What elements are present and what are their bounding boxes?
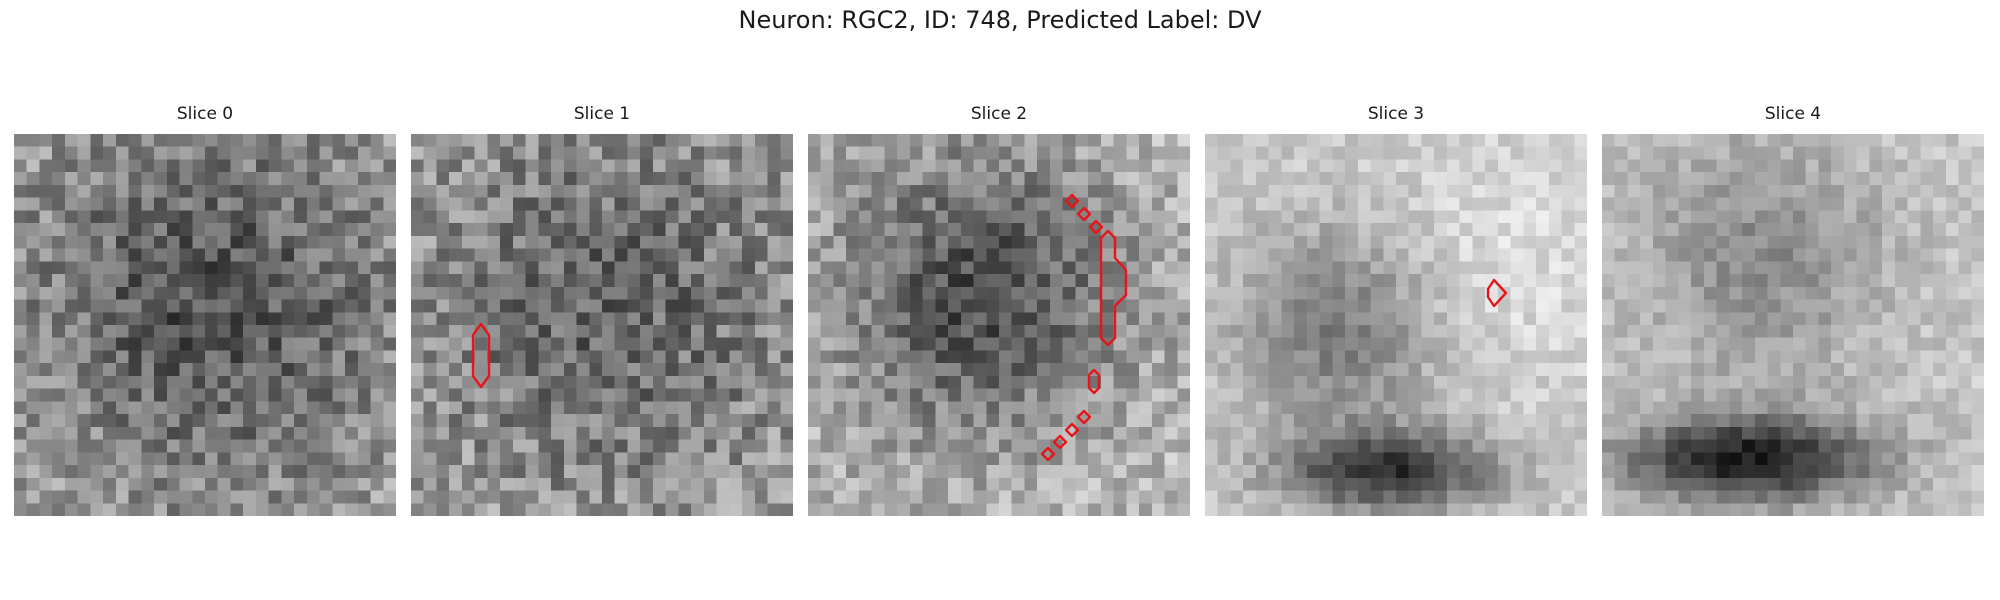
contour-region bbox=[1088, 219, 1104, 235]
contour-region bbox=[471, 322, 491, 389]
contour-region bbox=[1052, 434, 1068, 450]
figure-title: Neuron: RGC2, ID: 748, Predicted Label: … bbox=[738, 6, 1262, 34]
slice-image-0 bbox=[14, 134, 396, 516]
contour-region bbox=[1087, 368, 1101, 395]
slice-title-2: Slice 2 bbox=[970, 104, 1028, 124]
contour-region bbox=[1064, 422, 1080, 438]
slice-contours-0 bbox=[14, 134, 396, 516]
contour-region bbox=[1076, 409, 1092, 425]
slice-contours-1 bbox=[471, 322, 491, 389]
contour-region bbox=[1486, 278, 1508, 308]
contour-region bbox=[1099, 229, 1128, 347]
slice-title-0: Slice 0 bbox=[176, 104, 234, 124]
slice-image-1 bbox=[411, 134, 793, 516]
contour-region bbox=[1040, 446, 1056, 462]
slice-title-4: Slice 4 bbox=[1764, 104, 1822, 124]
contour-region bbox=[1064, 193, 1080, 209]
slice-image-4 bbox=[1602, 134, 1984, 516]
slice-contours-2 bbox=[1040, 193, 1128, 462]
contour-region bbox=[1076, 206, 1092, 222]
slice-title-3: Slice 3 bbox=[1367, 104, 1425, 124]
slice-contours-4 bbox=[1602, 134, 1984, 516]
slice-image-2 bbox=[808, 134, 1190, 516]
slice-contours-3 bbox=[1486, 278, 1508, 308]
slice-title-1: Slice 1 bbox=[573, 104, 631, 124]
slice-image-3 bbox=[1205, 134, 1587, 516]
